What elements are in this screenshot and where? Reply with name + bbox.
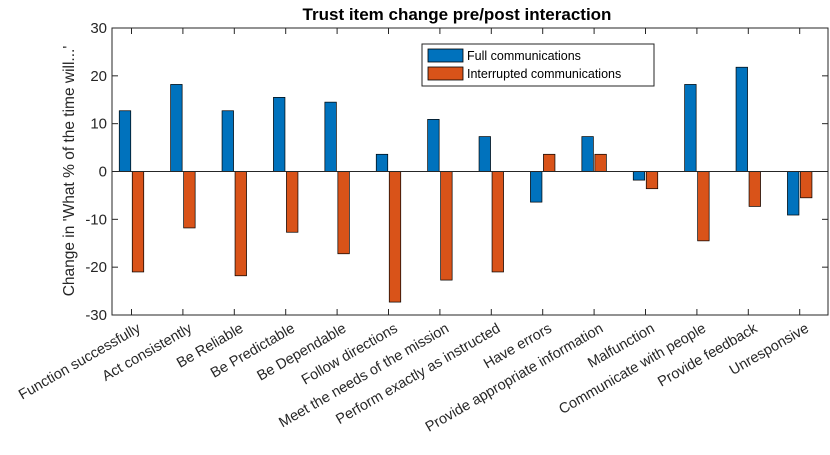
bar-interrupted bbox=[697, 171, 710, 242]
bar-interrupted bbox=[286, 171, 299, 233]
bars-group bbox=[118, 66, 813, 303]
y-tick-label: 30 bbox=[90, 20, 107, 37]
legend-swatch-full bbox=[427, 48, 464, 63]
y-tick-label: 20 bbox=[90, 68, 107, 85]
bar-full bbox=[375, 153, 389, 172]
bar-interrupted bbox=[800, 171, 813, 199]
bar-interrupted bbox=[748, 171, 761, 207]
bar-full bbox=[221, 110, 234, 172]
bar-full bbox=[530, 171, 543, 203]
bar-interrupted bbox=[543, 153, 556, 172]
bar-interrupted bbox=[491, 171, 504, 273]
bar-full bbox=[735, 66, 748, 172]
bar-interrupted bbox=[645, 171, 659, 190]
bar-interrupted bbox=[183, 171, 196, 229]
bar-interrupted bbox=[234, 171, 247, 277]
legend-swatch-interrupted bbox=[427, 66, 464, 81]
y-tick-label: -20 bbox=[85, 259, 107, 276]
bar-full bbox=[581, 136, 594, 172]
bar-full bbox=[273, 97, 286, 172]
bar-interrupted bbox=[594, 153, 607, 172]
y-tick-label: 10 bbox=[90, 116, 107, 133]
x-tick-label: Provide appropriate information bbox=[423, 321, 606, 436]
bar-full bbox=[787, 171, 800, 216]
bar-full bbox=[632, 171, 646, 181]
bar-full bbox=[684, 84, 697, 172]
y-tick-label: -10 bbox=[85, 211, 107, 228]
y-tick-label: 0 bbox=[99, 164, 107, 181]
y-tick-label: -30 bbox=[85, 307, 107, 324]
legend-label-full: Full communications bbox=[467, 49, 581, 63]
bar-full bbox=[118, 110, 132, 172]
y-axis: -30 -20 -10 0 10 20 30 bbox=[85, 20, 828, 324]
bar-interrupted bbox=[131, 171, 145, 273]
y-axis-label: Change in 'What % of the time will...' bbox=[61, 46, 78, 297]
chart-title: Trust item change pre/post interaction bbox=[303, 5, 612, 24]
bar-interrupted bbox=[337, 171, 350, 255]
bar-full bbox=[478, 136, 491, 172]
bar-full bbox=[170, 84, 183, 172]
legend: Full communications Interrupted communic… bbox=[421, 43, 655, 87]
bar-full bbox=[427, 119, 440, 172]
bar-full bbox=[324, 101, 337, 172]
bar-interrupted bbox=[388, 171, 402, 303]
bar-interrupted bbox=[440, 171, 453, 281]
legend-label-interrupted: Interrupted communications bbox=[467, 67, 621, 81]
